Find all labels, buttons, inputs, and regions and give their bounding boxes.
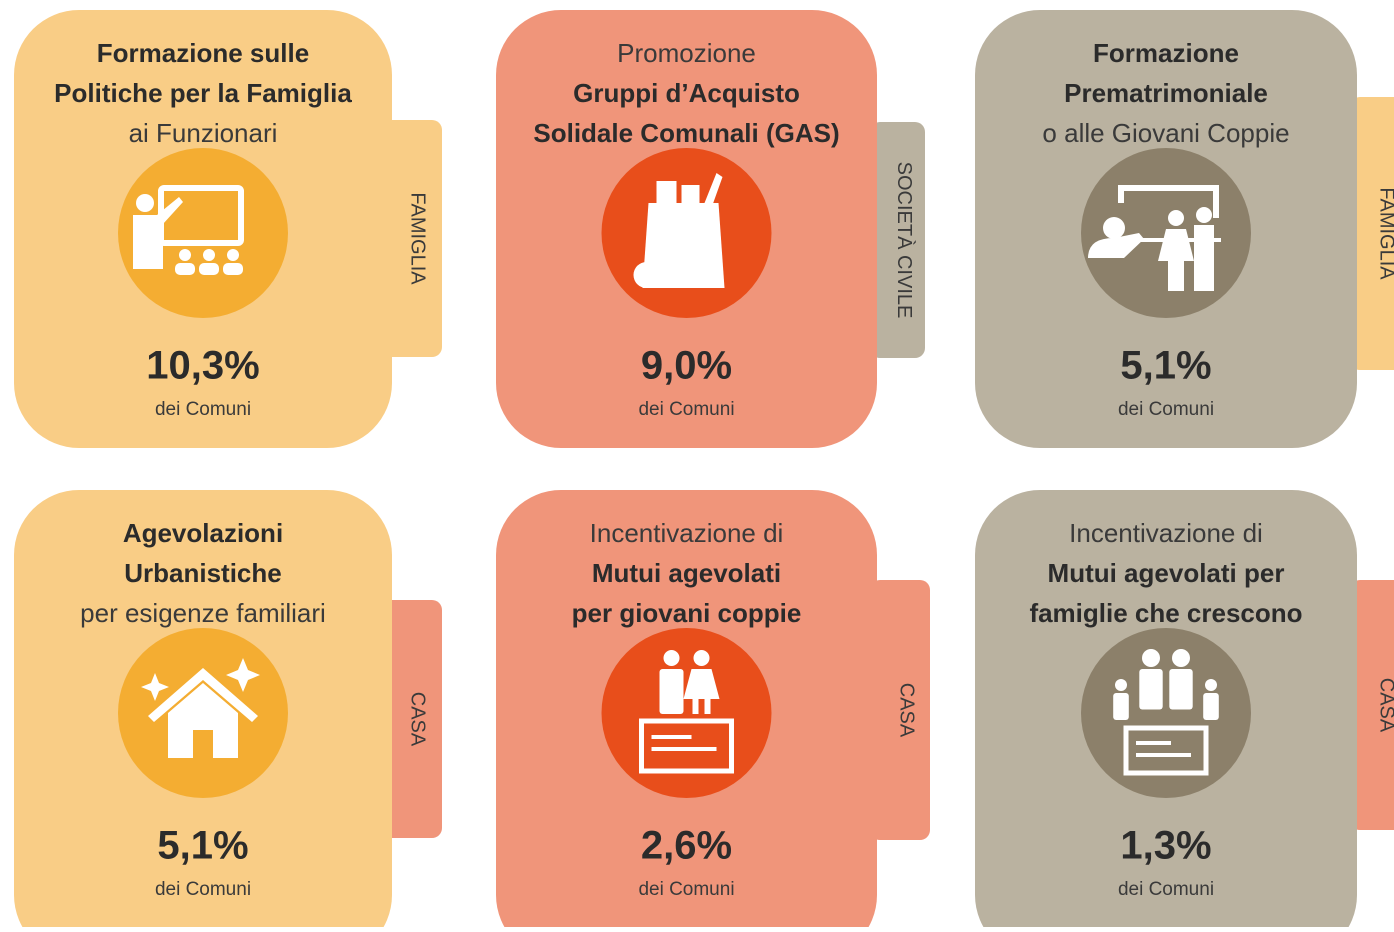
title-line: Gruppi d’Acquisto — [573, 78, 800, 108]
title-line: per giovani coppie — [572, 598, 802, 628]
icon — [1088, 185, 1221, 291]
card-tab — [870, 580, 930, 840]
title-line: Promozione — [617, 38, 756, 68]
value: 10,3% — [146, 344, 259, 388]
tab-label: FAMIGLIA — [1376, 187, 1394, 280]
icon — [639, 650, 734, 774]
icon — [1113, 649, 1219, 776]
tab-label: CASA — [407, 692, 429, 747]
value: 2,6% — [641, 824, 732, 868]
title-line: Mutui agevolati per — [1048, 558, 1285, 588]
title-line: Politiche per la Famiglia — [54, 78, 352, 108]
value-suffix: dei Comuni — [155, 399, 251, 420]
value-suffix: dei Comuni — [638, 879, 734, 900]
title-line: Urbanistiche — [124, 558, 282, 588]
value-suffix: dei Comuni — [155, 879, 251, 900]
card: CASA Agevolazioni Urbanistiche per esigenze… — [14, 490, 442, 932]
card-tab — [380, 120, 442, 357]
icon — [141, 658, 260, 758]
value: 1,3% — [1120, 824, 1211, 868]
value-suffix: dei Comuni — [638, 399, 734, 420]
title-line: ai Funzionari — [129, 118, 278, 148]
title-line: per esigenze familiari — [80, 598, 326, 628]
card-tab — [1350, 97, 1394, 370]
tab-label: SOCIETÀ CIVILE — [893, 162, 916, 319]
card-tab — [380, 600, 442, 838]
title-line: o alle Giovani Coppie — [1042, 118, 1289, 148]
tab-label: CASA — [896, 683, 918, 738]
title-line: Prematrimoniale — [1064, 78, 1268, 108]
title-line: Formazione sulle — [97, 38, 309, 68]
card: SOCIETÀ CIVILE Promozione Gruppi d’Acquist… — [496, 10, 925, 448]
icon — [133, 185, 244, 275]
card: CASA Incentivazione di Mutui agevolati per … — [496, 490, 930, 932]
value-suffix: dei Comuni — [1118, 879, 1214, 900]
value: 5,1% — [157, 824, 248, 868]
value-suffix: dei Comuni — [1118, 399, 1214, 420]
title-line: Solidale Comunali (GAS) — [533, 118, 839, 148]
card-tab — [1350, 580, 1394, 830]
card: CASA Incentivazione di Mutui agevolati per… — [975, 490, 1394, 932]
title-line: Mutui agevolati — [592, 558, 781, 588]
title-line: Agevolazioni — [123, 518, 283, 548]
card: FAMIGLIA Formazione sulle Politiche per la… — [14, 10, 442, 448]
title-line: Incentivazione di — [1069, 518, 1263, 548]
title-line: Incentivazione di — [590, 518, 784, 548]
card-tab — [870, 122, 925, 358]
icon — [633, 173, 725, 288]
tab-label: CASA — [1376, 678, 1394, 733]
card: FAMIGLIA Formazione Prematrimoniale o alle … — [975, 10, 1394, 448]
value: 9,0% — [641, 344, 732, 388]
title-line: Formazione — [1093, 38, 1239, 68]
title-line: famiglie che crescono — [1029, 598, 1302, 628]
tab-label: FAMIGLIA — [407, 192, 429, 285]
value: 5,1% — [1120, 344, 1211, 388]
